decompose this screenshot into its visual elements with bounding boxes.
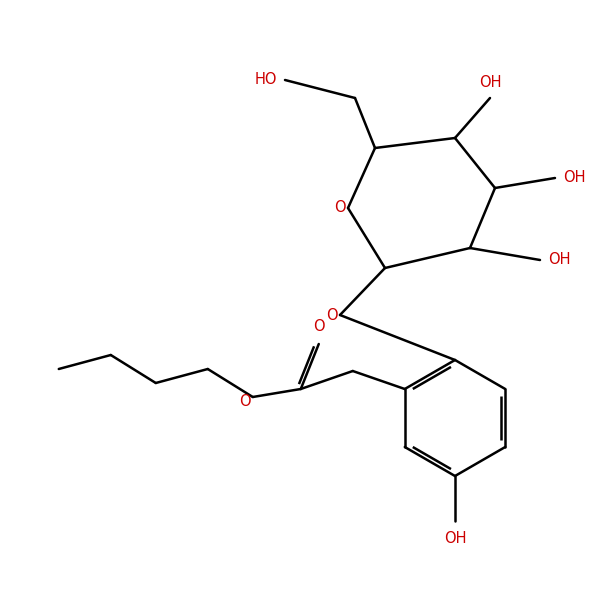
Text: O: O <box>334 200 346 215</box>
Text: OH: OH <box>548 253 571 268</box>
Text: O: O <box>326 307 338 323</box>
Text: OH: OH <box>563 170 586 185</box>
Text: HO: HO <box>254 73 277 88</box>
Text: O: O <box>313 319 325 334</box>
Text: O: O <box>239 394 251 409</box>
Text: OH: OH <box>444 531 466 546</box>
Text: OH: OH <box>479 75 501 90</box>
